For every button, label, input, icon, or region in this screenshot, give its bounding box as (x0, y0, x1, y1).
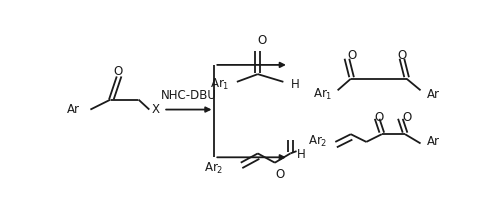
Text: NHC-DBU: NHC-DBU (161, 89, 217, 102)
Text: X: X (152, 103, 160, 116)
Text: Ar$_1$: Ar$_1$ (312, 87, 332, 102)
Text: Ar: Ar (427, 88, 440, 101)
Text: O: O (258, 34, 267, 47)
Text: Ar$_1$: Ar$_1$ (210, 77, 229, 92)
Text: O: O (275, 168, 284, 181)
Text: Ar: Ar (427, 135, 440, 149)
Text: H: H (297, 148, 306, 161)
Text: H: H (290, 78, 300, 91)
Text: Ar$_2$: Ar$_2$ (204, 161, 224, 176)
Text: O: O (398, 49, 406, 62)
Text: O: O (347, 49, 356, 62)
Text: Ar$_2$: Ar$_2$ (308, 134, 328, 149)
Text: O: O (403, 111, 412, 124)
Text: Ar: Ar (66, 103, 80, 116)
Text: O: O (114, 64, 123, 78)
Text: O: O (374, 111, 384, 124)
